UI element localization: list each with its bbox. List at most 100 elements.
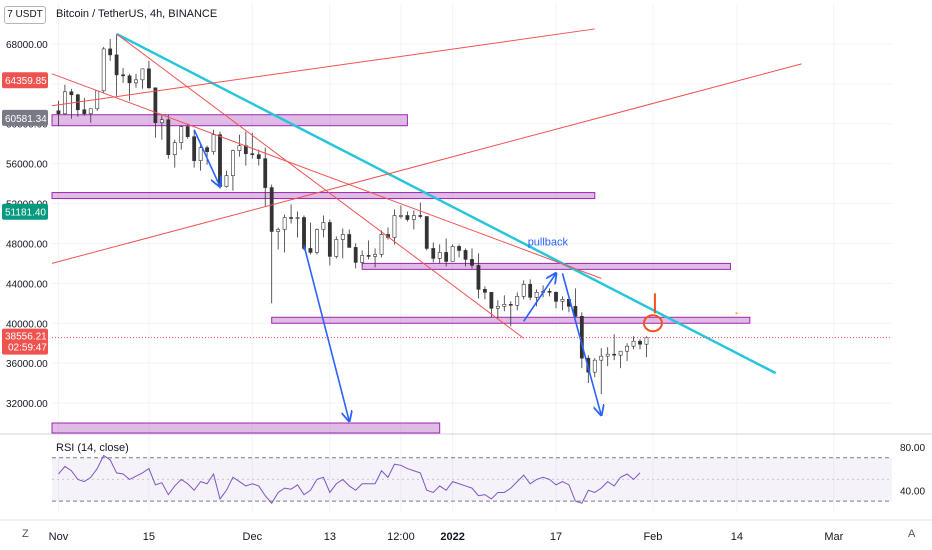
candle-body	[379, 234, 384, 255]
candle-body	[289, 217, 293, 219]
candle-body	[476, 265, 481, 290]
candle-body	[411, 215, 416, 220]
candle-body	[159, 119, 164, 124]
badge-64359-bg	[2, 72, 48, 89]
candle-body	[573, 305, 578, 317]
candle-body	[528, 284, 533, 298]
candle-body	[392, 215, 397, 238]
candle-body	[127, 75, 132, 84]
y-tick-label: 56000.00	[6, 160, 48, 171]
candle-body	[502, 303, 507, 307]
highlight-circle	[642, 314, 663, 333]
candle-body	[360, 255, 365, 263]
candle-body	[192, 136, 197, 161]
candle-body	[470, 259, 474, 266]
candle-body	[140, 68, 145, 81]
x-tick-17: 17	[550, 531, 562, 543]
candle-body	[560, 299, 565, 302]
candle-body	[147, 68, 151, 89]
x-tick-14: 14	[731, 531, 743, 543]
last-price-countdown: 02:59:47	[8, 343, 47, 354]
y-tick-label: 48000.00	[6, 239, 48, 250]
candle-body	[256, 154, 261, 159]
candle-body	[153, 87, 158, 124]
candle-body	[172, 142, 177, 155]
candle-body	[263, 158, 268, 188]
candle-body	[431, 248, 436, 259]
candle-body	[269, 187, 274, 232]
candle-body	[340, 234, 345, 240]
currency-label: USDT	[15, 9, 43, 20]
arrow-line	[523, 273, 556, 322]
badge-60581-bg	[2, 109, 48, 126]
candle-body	[134, 79, 138, 84]
candle-body	[592, 359, 597, 373]
candle-body	[302, 217, 306, 249]
auto-scale-toggle[interactable]: A	[908, 528, 916, 540]
y-tick-label: 36000.00	[6, 359, 48, 370]
x-tick-1200: 12:00	[387, 531, 415, 543]
candle-body	[495, 305, 500, 309]
symbol-title: Bitcoin / TetherUS, 4h, BINANCE	[56, 8, 218, 20]
candle-body	[483, 289, 487, 293]
candle-body	[198, 147, 203, 161]
currency-selector[interactable]: 7 USDT	[4, 6, 46, 24]
candle-body	[63, 91, 67, 115]
candle-body	[418, 215, 423, 217]
x-tick-dec: Dec	[243, 531, 263, 543]
candle-body	[282, 217, 287, 230]
candle-body	[334, 239, 339, 257]
candle-body	[618, 350, 623, 356]
candle-body	[366, 255, 371, 257]
candle-body	[179, 126, 184, 143]
trendline	[116, 33, 524, 339]
trendline	[51, 28, 595, 107]
candle-body	[121, 74, 125, 77]
candle-body	[625, 345, 629, 352]
zoom-toggle-left[interactable]: Z	[22, 528, 29, 540]
candle-body	[347, 234, 352, 248]
candle-body	[327, 222, 332, 257]
last-price-badge-bg	[2, 328, 48, 355]
badge-60581-text: 60581.34	[5, 114, 47, 125]
candle-body	[554, 292, 558, 302]
candle-body	[231, 150, 235, 176]
y-tick-label: 44000.00	[6, 279, 48, 290]
last-price-value: 38556.21	[5, 332, 47, 343]
badge-64359-text: 64359.85	[5, 76, 47, 87]
candle-body	[399, 215, 403, 217]
x-tick-15: 15	[143, 531, 155, 543]
arrow-line	[193, 129, 220, 187]
candle-body	[463, 250, 468, 260]
candle-body	[69, 91, 74, 96]
candle-body	[631, 340, 636, 347]
candle-body	[444, 252, 449, 262]
y-tick-label: 68000.00	[6, 40, 48, 51]
candle-body	[114, 54, 119, 76]
candle-body	[185, 126, 190, 137]
zone-rectangle	[51, 192, 596, 200]
badge-51181-bg	[2, 203, 48, 220]
candle-body	[237, 145, 242, 151]
candle-body	[508, 303, 513, 306]
main-trendline	[116, 32, 777, 375]
x-tick-nov: Nov	[49, 531, 69, 543]
candle-body	[605, 353, 610, 357]
candle-body	[450, 246, 455, 262]
arrow-line	[303, 245, 349, 421]
candle-body	[644, 337, 649, 345]
candle-body	[515, 296, 520, 306]
candle-body	[547, 291, 552, 293]
zone-rectangle	[361, 262, 731, 270]
y-tick-label: 40000.00	[6, 319, 48, 330]
currency-prefix: 7	[7, 9, 13, 20]
candle-body	[315, 229, 319, 253]
candle-body	[101, 48, 106, 92]
pullback-label: pullback	[528, 236, 569, 248]
x-tick-mar: Mar	[824, 531, 843, 543]
trendline	[51, 63, 802, 264]
candle-body	[108, 48, 113, 56]
x-tick-feb: Feb	[643, 531, 662, 543]
candle-body	[224, 175, 229, 187]
